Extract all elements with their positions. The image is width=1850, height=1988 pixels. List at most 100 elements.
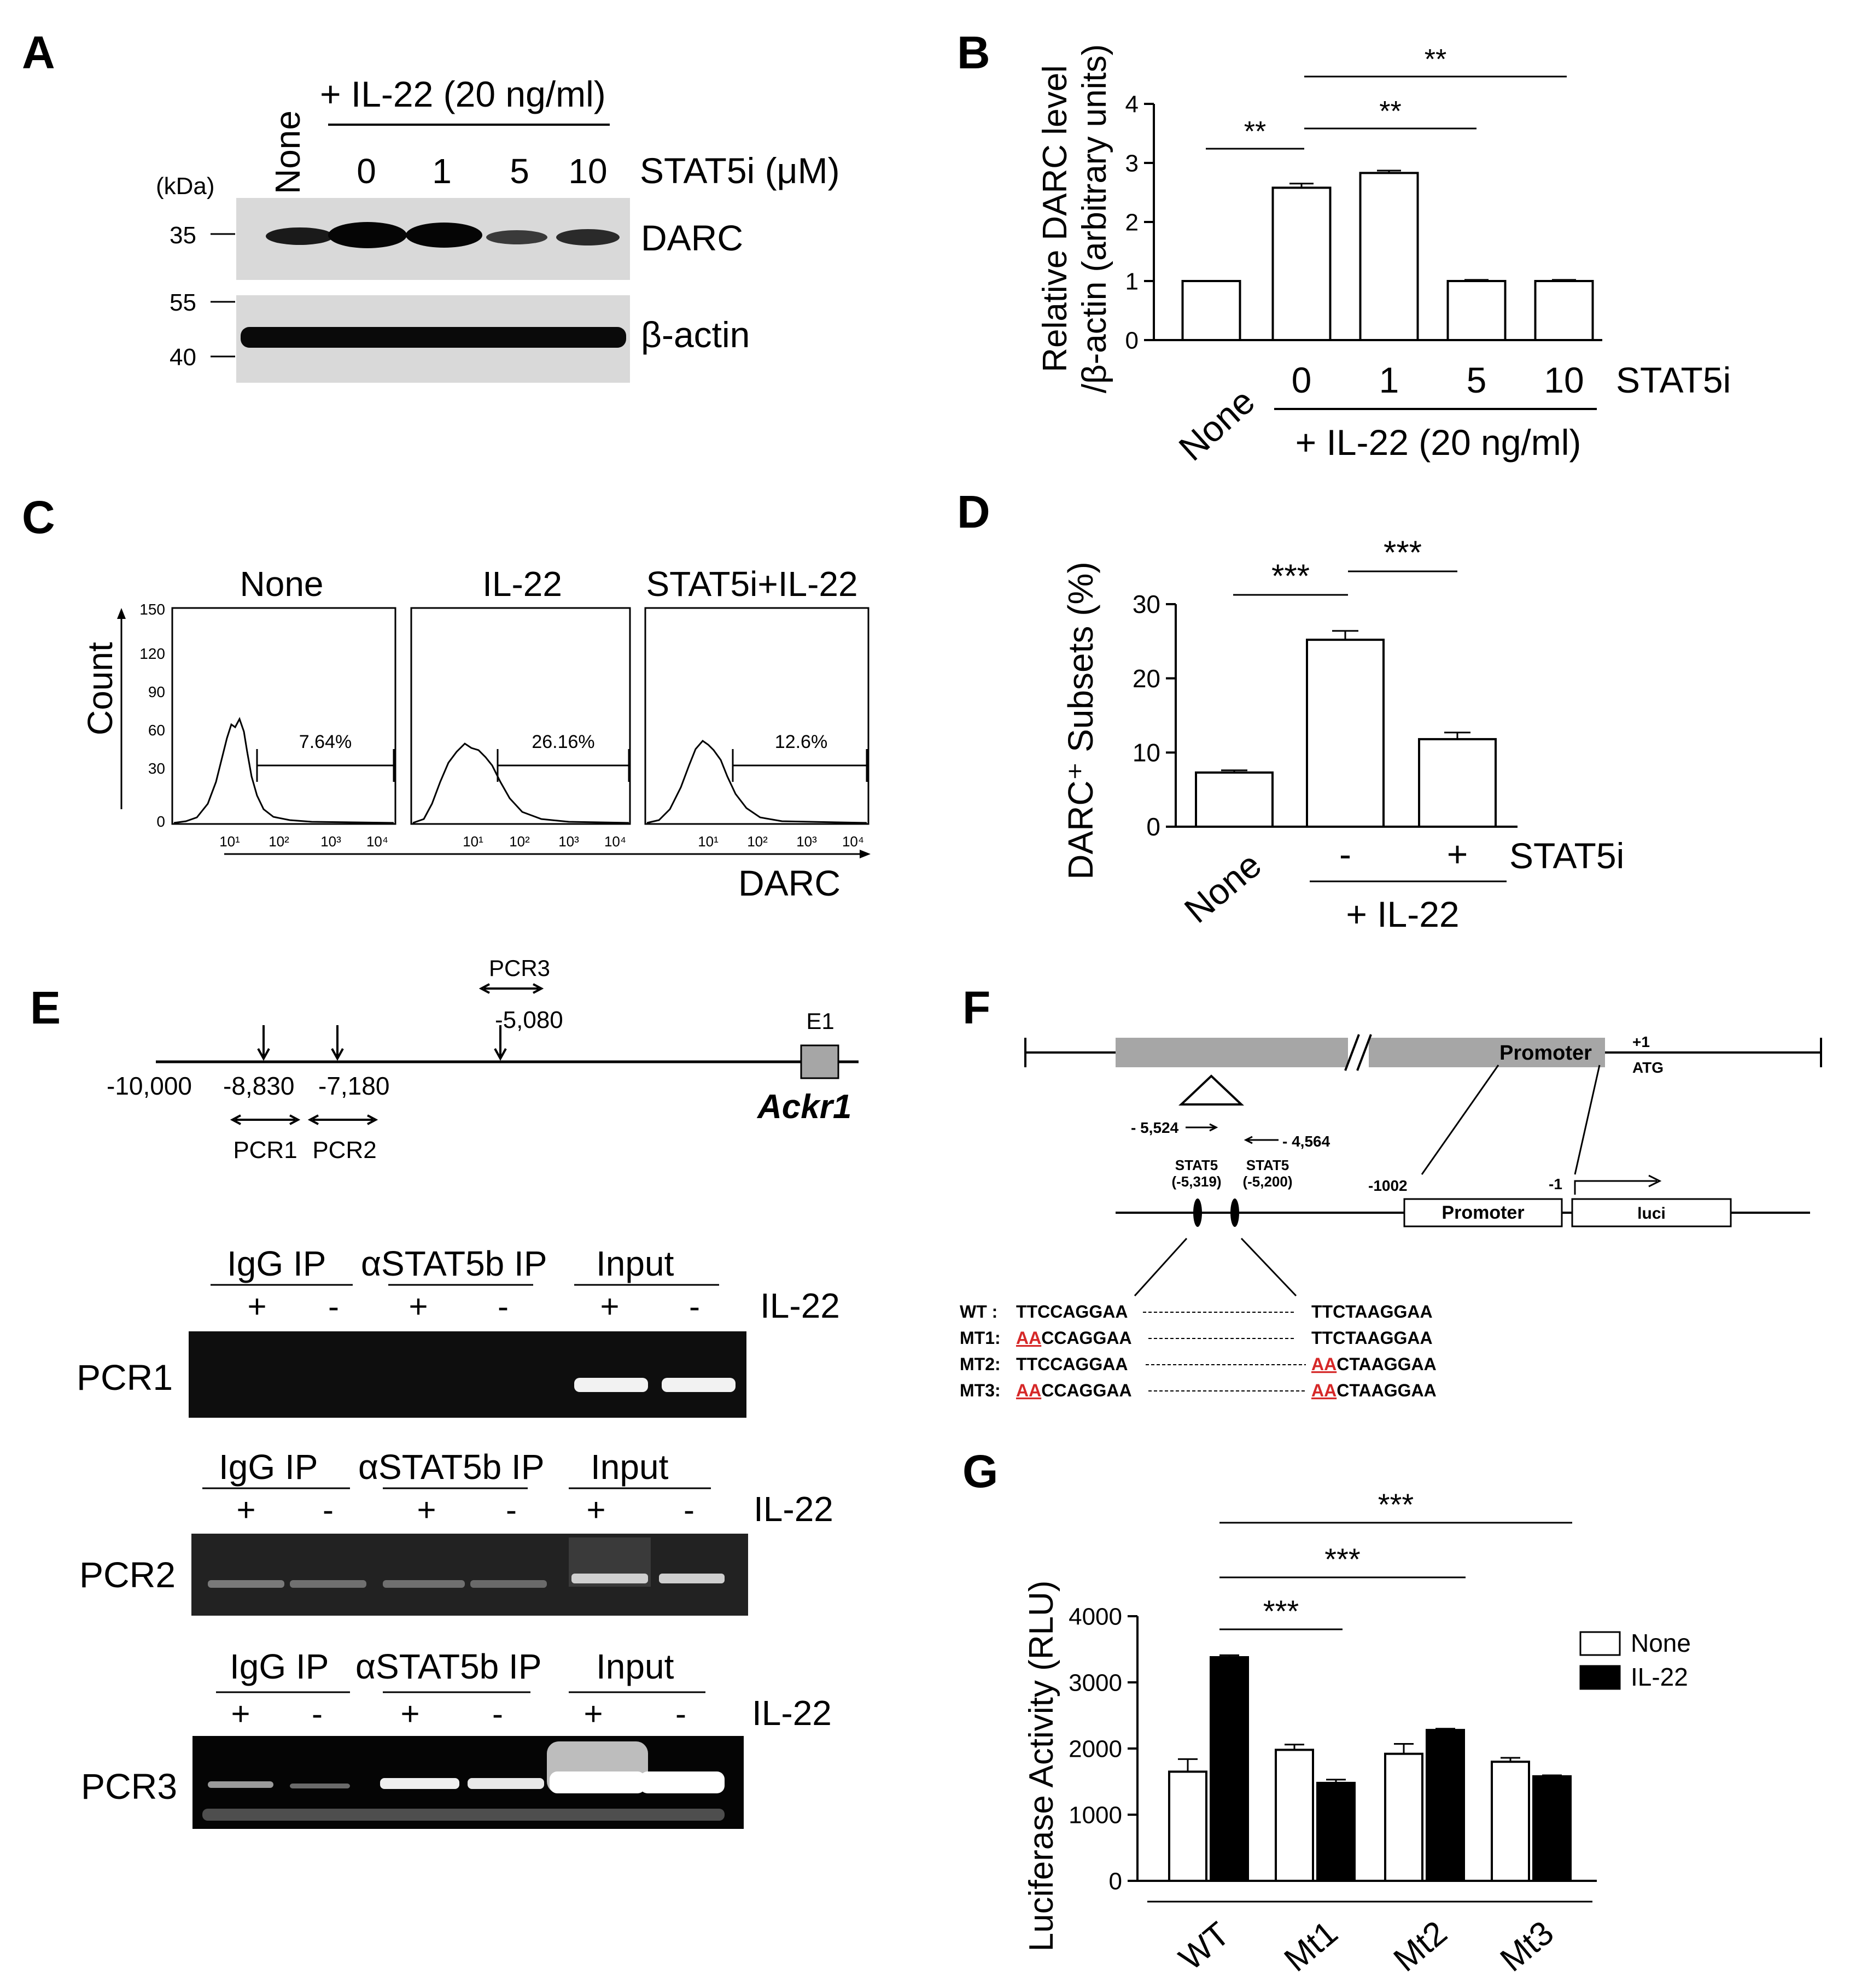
panel-letter-c: C	[22, 492, 55, 543]
gel-band	[659, 1574, 725, 1583]
darc-tick: 10³	[558, 833, 579, 850]
gel-image	[191, 1534, 748, 1616]
y-axis-label-line: Relative DARC level	[1036, 65, 1074, 372]
darc-blot-label: DARC	[641, 218, 743, 258]
blot-band	[556, 229, 620, 245]
significance-label: ***	[1324, 1542, 1360, 1576]
chart-g: 0 1000 2000 3000 4000 WT Mt1 Mt2 Mt3 Luciferase A…	[1023, 1487, 1691, 1979]
x-tick-label: Mt3	[1493, 1914, 1561, 1979]
histogram-frame	[171, 607, 396, 825]
significance-label: ***	[1378, 1487, 1414, 1522]
bar	[1426, 1729, 1465, 1882]
bar	[1210, 1656, 1249, 1882]
dose-label: 1	[432, 151, 452, 191]
position-10000: -10,000	[107, 1072, 192, 1100]
significance-label: ***	[1263, 1594, 1299, 1628]
panel-a: A + IL-22 (20 ng/ml) None 0 1 5 10 STAT5…	[22, 27, 840, 383]
y-tick-label: 20	[1133, 664, 1160, 693]
stat5-site-label: STAT5	[1175, 1157, 1218, 1173]
count-tick: 120	[139, 645, 165, 662]
darc-tick: 10⁴	[842, 833, 864, 850]
il22-sign: +	[583, 1695, 603, 1732]
histogram-frame	[410, 607, 631, 825]
seq-label: WT :	[960, 1302, 997, 1322]
il22-label: IL-22	[754, 1489, 833, 1529]
darc-tick: 10²	[747, 833, 768, 850]
histogram-curve	[173, 717, 394, 824]
panel-letter-g: G	[962, 1446, 998, 1497]
y-tick-label: 3	[1125, 150, 1139, 177]
gel-band	[383, 1580, 465, 1588]
panel-d: D 0 10 20 30 None - + STAT5i + IL-22 DARC⁺ Subset…	[957, 486, 1624, 934]
histogram-title: STAT5i+IL-22	[646, 564, 857, 604]
gel-header: IgG IP	[219, 1447, 318, 1487]
arrow-heads	[1209, 1123, 1218, 1132]
region-zoom-triangle	[1178, 1074, 1245, 1106]
gate-percent: 26.16%	[532, 732, 594, 752]
count-tick: 90	[148, 683, 165, 700]
y-tick-label: 0	[1125, 327, 1139, 354]
axis-break-mark	[1344, 1034, 1360, 1071]
gel-band	[290, 1784, 350, 1788]
gel-band	[550, 1771, 645, 1793]
seq-label: MT3:	[960, 1381, 1001, 1400]
seq-right: TTCTAAGGAA	[1311, 1328, 1433, 1348]
actin-blot-label: β-actin	[641, 314, 750, 355]
bar	[1532, 1775, 1572, 1882]
chip-gel-pcr1: IgG IP αSTAT5b IP Input + - + - + - IL-2…	[77, 1244, 840, 1418]
panel-letter-e: E	[30, 982, 61, 1033]
seq-left: TTCCAGGAA	[1016, 1354, 1128, 1374]
gene-name: Ackr1	[756, 1088, 851, 1126]
histogram-title: None	[240, 564, 324, 604]
axis-break-mark	[1356, 1034, 1372, 1071]
significance-label: **	[1379, 96, 1401, 127]
y-tick-label: 0	[1109, 1868, 1122, 1895]
pcr3-label: PCR3	[489, 955, 550, 981]
chart-b: 0 1 2 3 4 None 0 1 5 10 STAT5i + IL-22 (20 ng/ml) Re…	[1036, 44, 1731, 469]
darc-tick: 10³	[320, 833, 341, 850]
y-axis-label: Luciferase Activity (RLU)	[1023, 1581, 1060, 1952]
chip-gel-pcr2: IgG IP αSTAT5b IP Input + - + - + - IL-2…	[79, 1447, 833, 1616]
bar	[1359, 172, 1419, 341]
gel-band	[208, 1781, 273, 1788]
arrow-heads	[494, 1048, 507, 1061]
il22-sign: +	[417, 1492, 436, 1528]
y-tick-label: 0	[1146, 812, 1160, 841]
x-tick-label: 10	[1544, 360, 1584, 400]
gel-header: Input	[596, 1647, 674, 1686]
il22-sign: +	[586, 1492, 605, 1528]
gel-header: IgG IP	[227, 1244, 326, 1283]
seq-right: TTCTAAGGAA	[1311, 1302, 1433, 1322]
il22-sign: -	[492, 1695, 503, 1732]
marker-35: 35	[170, 222, 196, 249]
bar	[1275, 1749, 1314, 1882]
significance-label: **	[1425, 44, 1446, 75]
x-suffix-label: STAT5i	[1509, 835, 1624, 876]
axis-arrow	[117, 608, 126, 619]
arrow-heads	[478, 983, 544, 994]
stat5i-dose-label: STAT5i (μM)	[640, 150, 840, 191]
seq-label: MT1:	[960, 1328, 1001, 1348]
seq-left: TTCCAGGAA	[1016, 1302, 1128, 1322]
primer-dimer-band	[202, 1809, 725, 1821]
blot-band	[328, 222, 407, 248]
il22-sign: -	[328, 1288, 339, 1325]
bar	[1306, 639, 1385, 828]
primer-5524: - 5,524	[1131, 1119, 1179, 1136]
position-8830: -8,830	[223, 1072, 294, 1100]
gel-row-label: PCR1	[77, 1357, 173, 1398]
exon1-box	[800, 1044, 839, 1079]
legend-swatch	[1579, 1631, 1621, 1656]
kda-label: (kDa)	[156, 173, 215, 200]
bar	[1168, 1770, 1207, 1882]
bar	[1491, 1761, 1530, 1882]
x-suffix-label: STAT5i	[1616, 360, 1731, 400]
zoom-line	[1421, 1065, 1499, 1175]
seq-zoom-line	[1240, 1237, 1297, 1297]
darc-tick: 10²	[269, 833, 289, 850]
primer-4564: - 4,564	[1282, 1133, 1330, 1150]
gel-header: αSTAT5b IP	[358, 1447, 545, 1487]
panel-b: B 0 1 2 3 4 None 0 1 5 10 STAT5i + IL-22 (20 ng/ml)…	[957, 27, 1731, 469]
panel-c: C None IL-22 STAT5i+IL-22 Count 150 120 …	[22, 492, 871, 903]
seq-left: AACCAGGAA	[1016, 1381, 1132, 1400]
